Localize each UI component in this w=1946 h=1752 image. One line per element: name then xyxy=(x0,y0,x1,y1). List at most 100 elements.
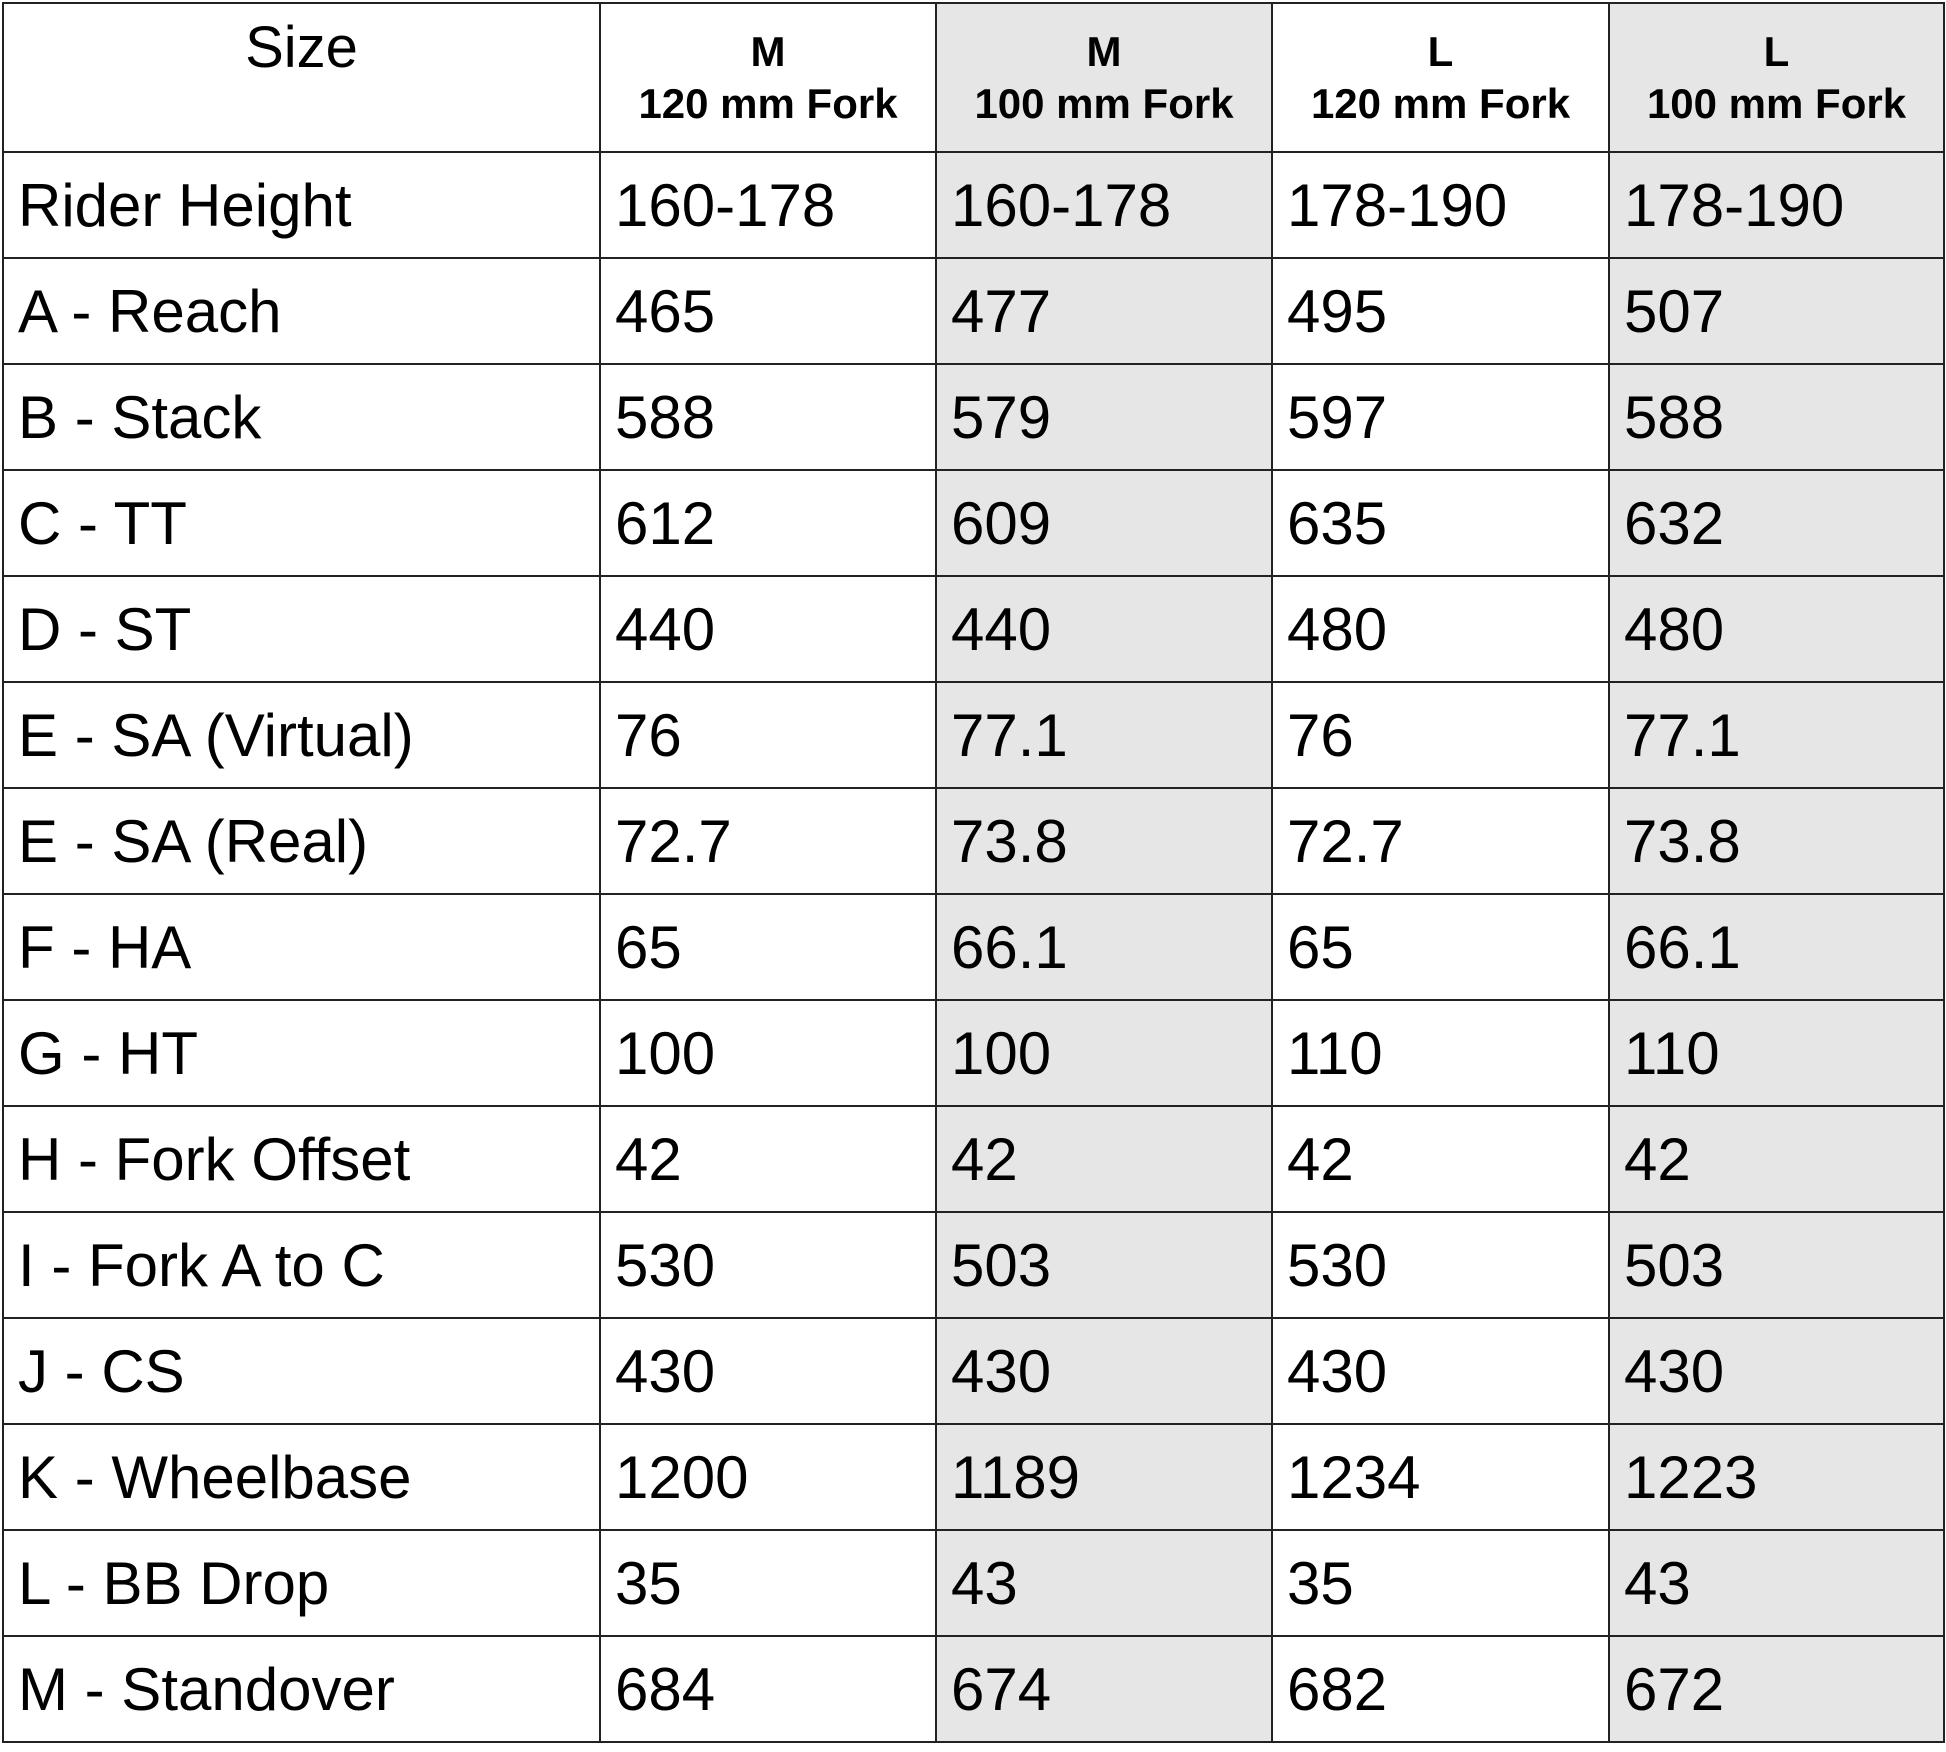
column-fork: 100 mm Fork xyxy=(1646,79,1907,127)
size-header: Size xyxy=(2,2,601,153)
table-cell: 430 xyxy=(599,1317,937,1425)
table-cell: 66.1 xyxy=(1608,893,1945,1001)
row-label: K - Wheelbase xyxy=(2,1423,601,1531)
table-cell: 1189 xyxy=(935,1423,1273,1531)
row-label: E - SA (Virtual) xyxy=(2,681,601,789)
table-row: Rider Height 160-178 160-178 178-190 178-190 xyxy=(2,151,1945,259)
column-size: L xyxy=(1427,27,1454,75)
table-cell: 178-190 xyxy=(1271,151,1610,259)
table-cell: 503 xyxy=(1608,1211,1945,1319)
table-cell: 66.1 xyxy=(935,893,1273,1001)
table-cell: 35 xyxy=(1271,1529,1610,1637)
column-header: L 100 mm Fork xyxy=(1608,2,1945,153)
table-cell: 477 xyxy=(935,257,1273,365)
table-cell: 1234 xyxy=(1271,1423,1610,1531)
table-cell: 597 xyxy=(1271,363,1610,471)
table-cell: 674 xyxy=(935,1635,1273,1743)
table-cell: 480 xyxy=(1271,575,1610,683)
table-cell: 588 xyxy=(599,363,937,471)
row-label: I - Fork A to C xyxy=(2,1211,601,1319)
table-row: B - Stack 588 579 597 588 xyxy=(2,363,1945,471)
table-cell: 42 xyxy=(1271,1105,1610,1213)
table-cell: 160-178 xyxy=(599,151,937,259)
table-cell: 430 xyxy=(1608,1317,1945,1425)
table-cell: 72.7 xyxy=(599,787,937,895)
column-size: L xyxy=(1763,27,1790,75)
row-label: B - Stack xyxy=(2,363,601,471)
table-cell: 73.8 xyxy=(935,787,1273,895)
table-cell: 609 xyxy=(935,469,1273,577)
table-row: D - ST 440 440 480 480 xyxy=(2,575,1945,683)
table-cell: 76 xyxy=(599,681,937,789)
table-cell: 77.1 xyxy=(935,681,1273,789)
table-cell: 178-190 xyxy=(1608,151,1945,259)
table-cell: 684 xyxy=(599,1635,937,1743)
row-label: A - Reach xyxy=(2,257,601,365)
row-label: L - BB Drop xyxy=(2,1529,601,1637)
column-header: L 120 mm Fork xyxy=(1271,2,1610,153)
table-row: M - Standover 684 674 682 672 xyxy=(2,1635,1945,1743)
row-label: C - TT xyxy=(2,469,601,577)
table-cell: 110 xyxy=(1271,999,1610,1107)
table-cell: 465 xyxy=(599,257,937,365)
column-header: M 120 mm Fork xyxy=(599,2,937,153)
table-cell: 503 xyxy=(935,1211,1273,1319)
table-cell: 480 xyxy=(1608,575,1945,683)
table-cell: 35 xyxy=(599,1529,937,1637)
column-header: M 100 mm Fork xyxy=(935,2,1273,153)
row-label: Rider Height xyxy=(2,151,601,259)
table-row: C - TT 612 609 635 632 xyxy=(2,469,1945,577)
column-fork: 100 mm Fork xyxy=(974,79,1234,127)
table-row: E - SA (Virtual) 76 77.1 76 77.1 xyxy=(2,681,1945,789)
row-label: M - Standover xyxy=(2,1635,601,1743)
table-row: G - HT 100 100 110 110 xyxy=(2,999,1945,1107)
row-label: J - CS xyxy=(2,1317,601,1425)
table-cell: 43 xyxy=(1608,1529,1945,1637)
row-label: F - HA xyxy=(2,893,601,1001)
table-cell: 530 xyxy=(1271,1211,1610,1319)
table-cell: 76 xyxy=(1271,681,1610,789)
table-cell: 1223 xyxy=(1608,1423,1945,1531)
table-cell: 65 xyxy=(1271,893,1610,1001)
table-cell: 430 xyxy=(1271,1317,1610,1425)
table-row: I - Fork A to C 530 503 530 503 xyxy=(2,1211,1945,1319)
row-label: D - ST xyxy=(2,575,601,683)
table-cell: 43 xyxy=(935,1529,1273,1637)
table-row: A - Reach 465 477 495 507 xyxy=(2,257,1945,365)
table-cell: 160-178 xyxy=(935,151,1273,259)
table-body: Rider Height 160-178 160-178 178-190 178-190… xyxy=(2,151,1945,1743)
table-row: K - Wheelbase 1200 1189 1234 1223 xyxy=(2,1423,1945,1531)
table-cell: 635 xyxy=(1271,469,1610,577)
table-cell: 530 xyxy=(599,1211,937,1319)
table-cell: 430 xyxy=(935,1317,1273,1425)
table-cell: 42 xyxy=(1608,1105,1945,1213)
table-row: L - BB Drop 35 43 35 43 xyxy=(2,1529,1945,1637)
table-cell: 100 xyxy=(599,999,937,1107)
table-row: E - SA (Real) 72.7 73.8 72.7 73.8 xyxy=(2,787,1945,895)
row-label: G - HT xyxy=(2,999,601,1107)
table-row: J - CS 430 430 430 430 xyxy=(2,1317,1945,1425)
table-cell: 72.7 xyxy=(1271,787,1610,895)
table-cell: 42 xyxy=(599,1105,937,1213)
column-fork: 120 mm Fork xyxy=(1310,79,1571,127)
table-cell: 73.8 xyxy=(1608,787,1945,895)
column-fork: 120 mm Fork xyxy=(638,79,898,127)
table-cell: 672 xyxy=(1608,1635,1945,1743)
table-cell: 77.1 xyxy=(1608,681,1945,789)
table-row: F - HA 65 66.1 65 66.1 xyxy=(2,893,1945,1001)
row-label: E - SA (Real) xyxy=(2,787,601,895)
table-cell: 100 xyxy=(935,999,1273,1107)
table-cell: 612 xyxy=(599,469,937,577)
header-row: Size M 120 mm Fork M 100 mm Fork L 120 mm F… xyxy=(2,2,1945,153)
table-cell: 42 xyxy=(935,1105,1273,1213)
table-cell: 682 xyxy=(1271,1635,1610,1743)
table-cell: 579 xyxy=(935,363,1273,471)
column-size: M xyxy=(750,27,786,75)
column-size: M xyxy=(1086,27,1122,75)
table-row: H - Fork Offset 42 42 42 42 xyxy=(2,1105,1945,1213)
table-cell: 440 xyxy=(599,575,937,683)
table-cell: 65 xyxy=(599,893,937,1001)
table-cell: 440 xyxy=(935,575,1273,683)
table-cell: 588 xyxy=(1608,363,1945,471)
